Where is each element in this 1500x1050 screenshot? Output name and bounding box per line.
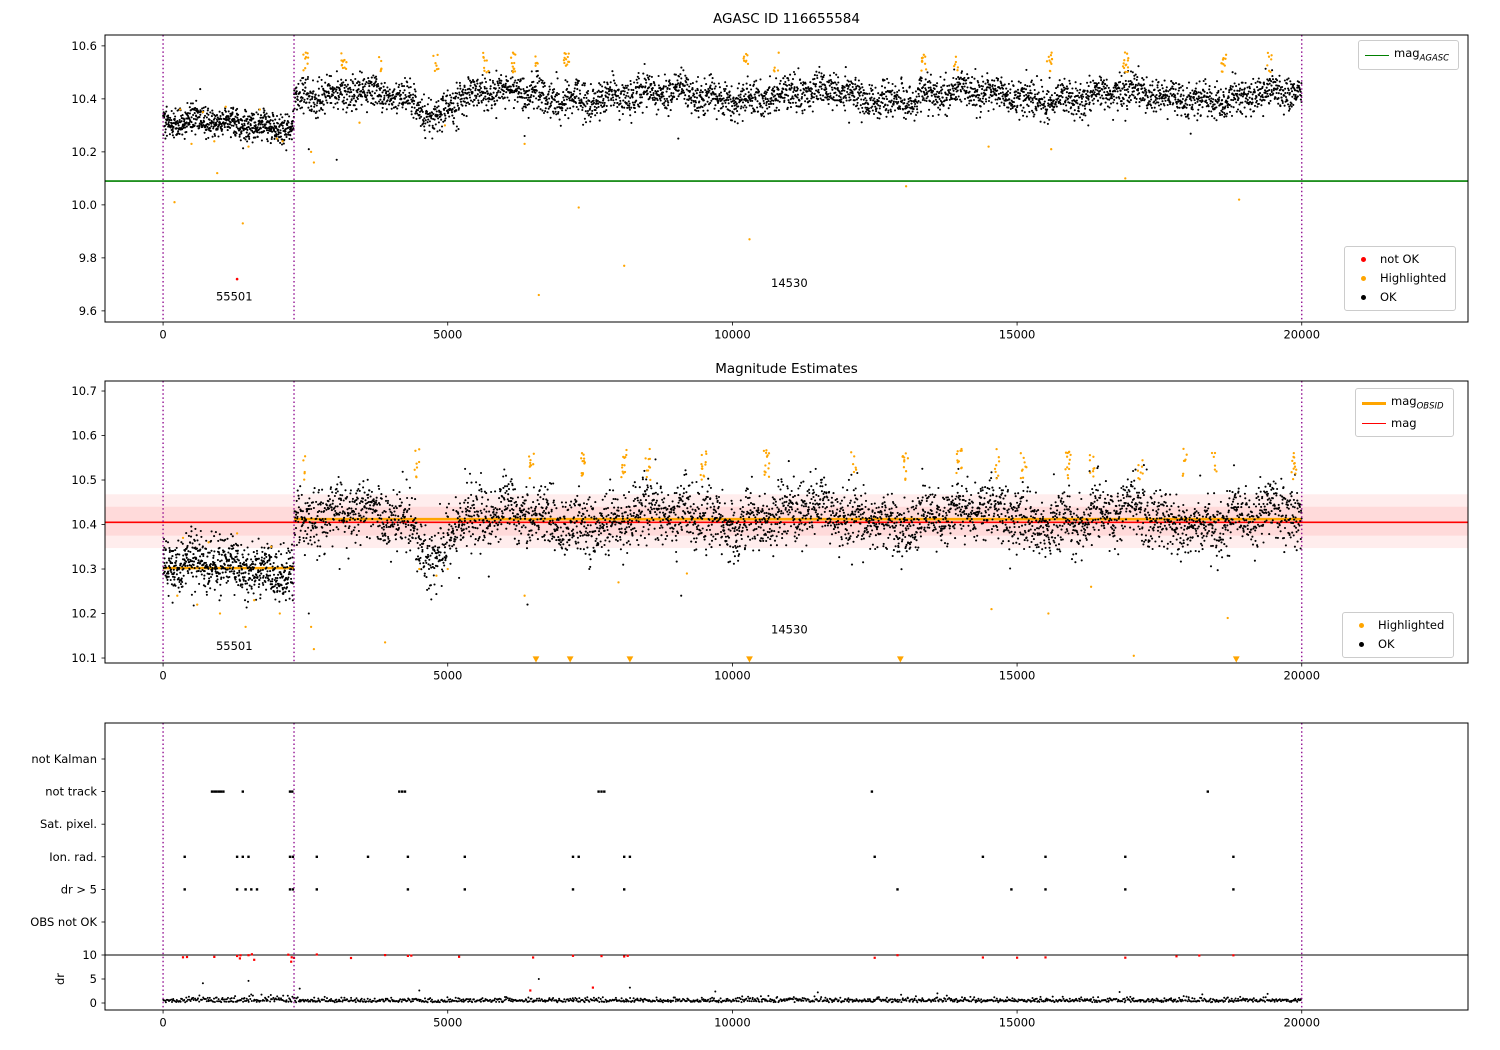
legend-sample-wrap bbox=[1351, 257, 1375, 262]
chart-agasc-mag: AGASC ID 116655584 555011453005000100001… bbox=[0, 0, 1500, 348]
mag-line-sample bbox=[1362, 423, 1386, 424]
highlighted-dot-sample bbox=[1361, 276, 1366, 281]
chart1-legend-points: not OK Highlighted OK bbox=[1344, 246, 1456, 311]
chart-flags-dr: not Kalmannot trackSat. pixel.Ion. rad.d… bbox=[0, 708, 1500, 1050]
low-outlier-triangle bbox=[533, 656, 540, 662]
svg-text:10000: 10000 bbox=[714, 328, 751, 342]
svg-text:0: 0 bbox=[159, 328, 166, 342]
dr-not-ok-points-layer bbox=[182, 953, 1235, 991]
legend-item-mag-obsid: magOBSID bbox=[1362, 394, 1444, 412]
obsid-boundary-vlines bbox=[163, 723, 1302, 1010]
annotations-layer: 5550114530 bbox=[216, 623, 808, 653]
legend-text: mag bbox=[1394, 46, 1420, 60]
legend-label-ok: OK bbox=[1378, 637, 1395, 652]
legend-text-sub: AGASC bbox=[1420, 53, 1450, 63]
mag-agasc-line-sample bbox=[1365, 55, 1389, 56]
axes-frame bbox=[105, 723, 1468, 1010]
low-outlier-triangle bbox=[1233, 656, 1240, 662]
svg-text:55501: 55501 bbox=[216, 289, 253, 303]
chart2-legend-points: Highlighted OK bbox=[1342, 612, 1454, 658]
legend-label-highlighted: Highlighted bbox=[1378, 618, 1444, 633]
svg-text:9.8: 9.8 bbox=[79, 251, 97, 265]
chart2-plot-area: 55501145300500010000150002000010.110.210… bbox=[0, 348, 1500, 708]
ok-points-layer bbox=[162, 63, 1302, 161]
svg-text:9.6: 9.6 bbox=[79, 304, 97, 318]
legend-label-ok: OK bbox=[1380, 290, 1397, 305]
legend-sample-wrap bbox=[1351, 276, 1375, 281]
annotations-layer: 55501 14530 bbox=[216, 276, 808, 303]
svg-text:10.2: 10.2 bbox=[71, 145, 97, 159]
svg-text:14530: 14530 bbox=[771, 276, 808, 290]
svg-text:5000: 5000 bbox=[433, 328, 462, 342]
svg-text:10.6: 10.6 bbox=[71, 39, 97, 53]
legend-label-mag-obsid: magOBSID bbox=[1391, 394, 1444, 412]
dr-ok-points-layer bbox=[162, 978, 1302, 1003]
ok-dot-sample bbox=[1359, 642, 1364, 647]
legend-item-not-ok: not OK bbox=[1351, 252, 1446, 267]
ticks-layer: not Kalmannot trackSat. pixel.Ion. rad.d… bbox=[30, 752, 1320, 1030]
svg-text:15000: 15000 bbox=[999, 328, 1036, 342]
legend-label-mag-agasc: magAGASC bbox=[1394, 46, 1449, 64]
chart3-plot-area: not Kalmannot trackSat. pixel.Ion. rad.d… bbox=[0, 708, 1500, 1050]
legend-item-highlighted: Highlighted bbox=[1349, 618, 1444, 633]
legend-sample-wrap bbox=[1365, 55, 1389, 56]
chart1-plot-area: 55501 14530 0 5000 10000 15000 20000 9.6 9.8 10.0… bbox=[0, 0, 1500, 348]
legend-item-mag-agasc: magAGASC bbox=[1365, 46, 1449, 64]
obsid-boundary-vlines bbox=[163, 35, 1302, 322]
legend-text-sub: OBSID bbox=[1417, 401, 1444, 411]
low-outlier-triangle bbox=[627, 656, 634, 662]
flag-rows-layer bbox=[184, 790, 1235, 890]
legend-label-highlighted: Highlighted bbox=[1380, 271, 1446, 286]
svg-text:10.4: 10.4 bbox=[71, 92, 97, 106]
not-ok-dot-sample bbox=[1361, 257, 1366, 262]
legend-label-mag: mag bbox=[1391, 416, 1417, 431]
legend-sample-wrap bbox=[1349, 642, 1373, 647]
low-outlier-triangle bbox=[567, 656, 574, 662]
legend-item-highlighted: Highlighted bbox=[1351, 271, 1446, 286]
legend-label-not-ok: not OK bbox=[1380, 252, 1419, 267]
mag-obsid-line-sample bbox=[1362, 402, 1386, 405]
legend-sample-wrap bbox=[1362, 423, 1386, 424]
low-outlier-triangle bbox=[746, 656, 753, 662]
not-ok-point bbox=[236, 278, 239, 281]
chart-magnitude-estimates: Magnitude Estimates 55501145300500010000… bbox=[0, 348, 1500, 708]
svg-text:20000: 20000 bbox=[1283, 328, 1320, 342]
legend-item-ok: OK bbox=[1349, 637, 1444, 652]
legend-item-mag: mag bbox=[1362, 416, 1444, 431]
legend-sample-wrap bbox=[1362, 402, 1386, 405]
ok-dot-sample bbox=[1361, 295, 1366, 300]
chart2-legend-lines: magOBSID mag bbox=[1355, 388, 1454, 437]
highlighted-dot-sample bbox=[1359, 623, 1364, 628]
low-outlier-triangle bbox=[897, 656, 904, 662]
legend-sample-wrap bbox=[1351, 295, 1375, 300]
figure: AGASC ID 116655584 555011453005000100001… bbox=[0, 0, 1500, 1050]
legend-sample-wrap bbox=[1349, 623, 1373, 628]
legend-item-ok: OK bbox=[1351, 290, 1446, 305]
legend-text: mag bbox=[1391, 394, 1417, 408]
svg-text:10.0: 10.0 bbox=[71, 198, 97, 212]
highlighted-points-layer bbox=[176, 448, 1297, 657]
chart1-legend-mag-agasc: magAGASC bbox=[1358, 40, 1459, 70]
